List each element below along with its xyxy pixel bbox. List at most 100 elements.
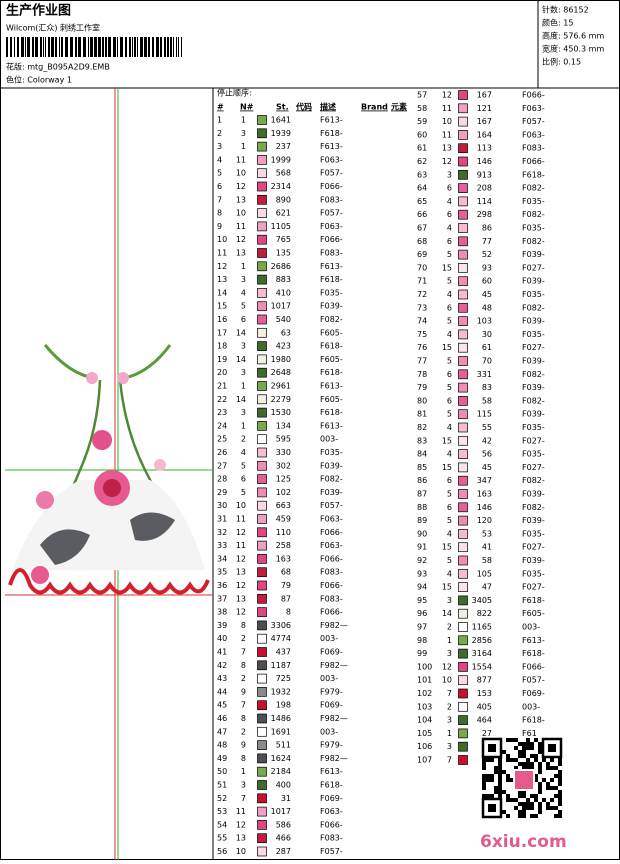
qr-cell xyxy=(522,766,526,770)
stitches: 68 xyxy=(281,568,291,577)
stop-number: 16 xyxy=(217,315,227,324)
stop-number: 64 xyxy=(417,184,427,193)
needle: 2 xyxy=(241,634,246,643)
qr-cell xyxy=(538,802,542,806)
qr-cell xyxy=(506,778,510,782)
qr-cell xyxy=(534,774,538,778)
code: F083- xyxy=(320,834,343,843)
stop-number: 3 xyxy=(217,142,222,151)
stitches: 3306 xyxy=(271,621,291,630)
stitches: 53 xyxy=(482,529,492,538)
color-swatch xyxy=(458,701,468,712)
code: F066- xyxy=(522,662,545,671)
code: F082- xyxy=(522,210,545,219)
color-swatch xyxy=(257,274,267,285)
color-swatch xyxy=(458,236,468,247)
stop-number: 86 xyxy=(417,476,427,485)
stitches: 1999 xyxy=(271,155,291,164)
bar xyxy=(178,37,179,57)
needle: 3 xyxy=(447,649,452,658)
qr-cell xyxy=(534,814,538,818)
stitches: 55 xyxy=(482,423,492,432)
stitches: 135 xyxy=(276,249,291,258)
code: F066- xyxy=(522,157,545,166)
qr-cell xyxy=(514,738,518,742)
color-swatch xyxy=(458,542,468,553)
stop-number: 21 xyxy=(217,382,227,391)
needle: 10 xyxy=(442,676,452,685)
bar xyxy=(61,37,63,57)
stop-number: 68 xyxy=(417,237,427,246)
stitches: 1017 xyxy=(271,302,291,311)
color-swatch xyxy=(257,168,267,179)
needle: 2 xyxy=(447,623,452,632)
stitches: 400 xyxy=(276,781,291,790)
qr-cell xyxy=(526,738,530,742)
code: F605- xyxy=(320,355,343,364)
needle: 6 xyxy=(447,396,452,405)
stop-number: 58 xyxy=(417,104,427,113)
code: F027- xyxy=(522,263,545,272)
code: F082- xyxy=(320,315,343,324)
color-swatch xyxy=(257,527,267,538)
qr-finder xyxy=(481,797,503,819)
code: F982— xyxy=(320,661,348,670)
stop-number: 82 xyxy=(417,423,427,432)
qr-cell xyxy=(538,790,542,794)
bar xyxy=(164,37,166,57)
stitches: 663 xyxy=(276,501,291,510)
stitches: 164 xyxy=(477,130,492,139)
stop-number: 87 xyxy=(417,490,427,499)
code: F063- xyxy=(522,130,545,139)
color-swatch xyxy=(458,130,468,140)
color-swatch xyxy=(458,582,468,592)
needle: 11 xyxy=(236,541,246,550)
color-swatch xyxy=(257,194,267,205)
needle: 5 xyxy=(447,383,452,392)
bar xyxy=(181,37,182,57)
stop-number: 80 xyxy=(417,396,427,405)
stitches: 146 xyxy=(477,157,492,166)
stitches: 63 xyxy=(281,328,291,337)
bar xyxy=(125,37,127,57)
bar xyxy=(144,37,147,57)
stop-number: 5 xyxy=(217,169,222,178)
stitches: 331 xyxy=(477,370,492,379)
qr-cell xyxy=(526,746,530,750)
stop-number: 23 xyxy=(217,408,227,417)
color-swatch xyxy=(257,288,267,298)
qr-cell xyxy=(482,782,486,786)
stitches: 1187 xyxy=(271,661,291,670)
needle: 9 xyxy=(241,741,246,750)
qr-cell xyxy=(502,750,506,754)
code: F613- xyxy=(320,142,343,151)
stitches: 1624 xyxy=(271,754,291,763)
needle: 7 xyxy=(447,756,452,765)
code: F066- xyxy=(522,91,545,100)
needle: 3 xyxy=(241,342,246,351)
code: F066- xyxy=(320,554,343,563)
color-swatch xyxy=(458,435,468,446)
needle: 4 xyxy=(447,529,452,538)
needle: 4 xyxy=(447,224,452,233)
stitches: 153 xyxy=(477,689,492,698)
bar xyxy=(88,37,89,57)
needle: 2 xyxy=(447,702,452,711)
color-swatch xyxy=(458,449,468,459)
qr-cell xyxy=(554,786,558,790)
qr-cell xyxy=(494,766,498,770)
needle: 10 xyxy=(236,501,246,510)
needle: 3 xyxy=(447,716,452,725)
stitches: 167 xyxy=(477,117,492,126)
qr-cell xyxy=(538,810,542,814)
title: 生产作业图 xyxy=(6,3,71,19)
color-swatch xyxy=(257,487,267,498)
code: F027- xyxy=(522,436,545,445)
stop-number: 28 xyxy=(217,475,227,484)
code: F613- xyxy=(320,382,343,391)
color-swatch xyxy=(458,342,468,353)
color-swatch xyxy=(257,740,267,750)
color-swatch xyxy=(257,607,267,617)
stop-number: 69 xyxy=(417,250,427,259)
qr-cell xyxy=(558,790,562,794)
